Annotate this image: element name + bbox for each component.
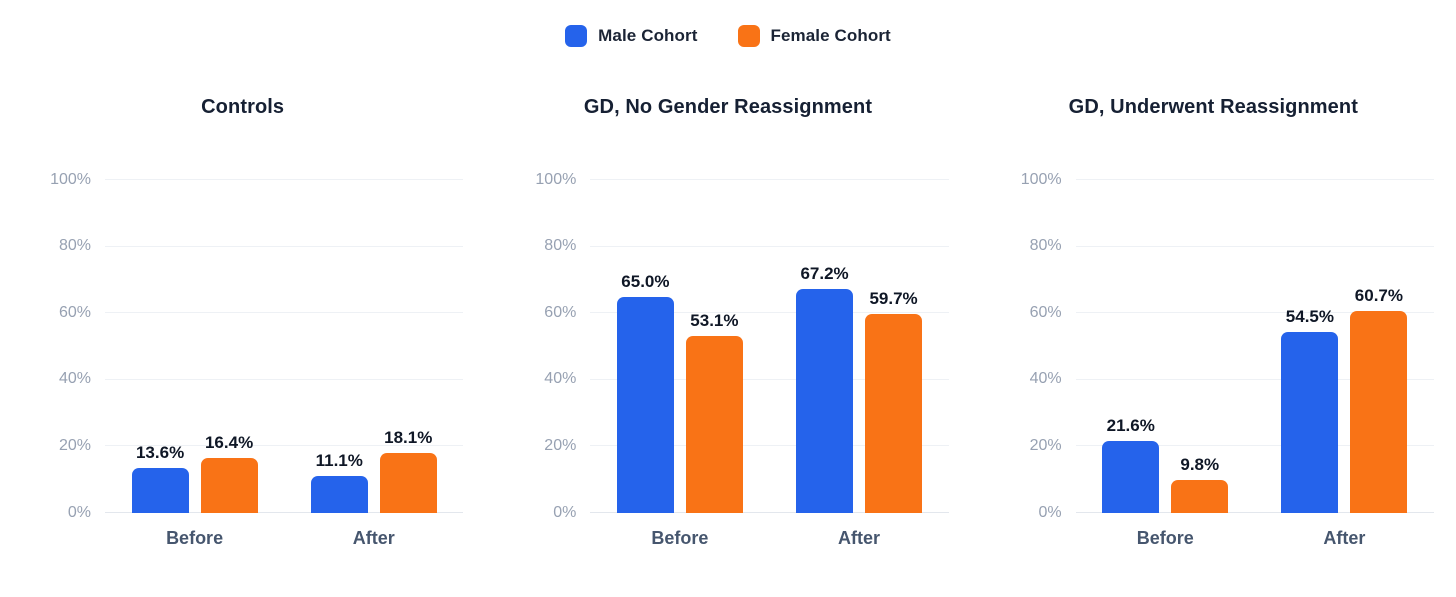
x-axis-labels: Before After: [590, 528, 948, 549]
x-category-label: Before: [166, 528, 224, 548]
gridline: 80%: [544, 237, 949, 254]
value-label: 21.6%: [1106, 416, 1155, 436]
value-label: 18.1%: [384, 427, 433, 447]
gridline: 100%: [535, 171, 949, 188]
female-cohort-swatch-icon: [737, 25, 760, 47]
bar-male-cohort: 65.0%: [616, 272, 674, 513]
gridline: 100%: [1021, 171, 1434, 188]
bar-female-cohort: 60.7%: [1350, 286, 1408, 513]
bar-male-cohort: 67.2%: [796, 264, 854, 513]
y-tick-label: 100%: [535, 170, 577, 188]
bar-group-before: 13.6% 16.4%: [105, 180, 284, 513]
value-label: 53.1%: [690, 311, 739, 331]
gridline: 60%: [544, 304, 949, 321]
gridline: 0%: [1039, 504, 1434, 521]
gridline: 80%: [1030, 237, 1434, 254]
value-label: 60.7%: [1354, 285, 1403, 305]
legend: Male Cohort Female Cohort: [0, 0, 1456, 47]
gridline: 0%: [68, 504, 464, 521]
y-tick-label: 40%: [1029, 370, 1062, 388]
x-category-label: After: [1323, 528, 1366, 548]
charts-row: Controls 0% 20% 40% 60% 80% 100% 13.6% 16.4% 11.…: [0, 96, 1456, 549]
legend-label-female-cohort: Female Cohort: [770, 26, 891, 45]
y-tick-label: 20%: [1029, 436, 1062, 454]
y-tick-label: 80%: [58, 237, 91, 255]
chart-title: Controls: [201, 96, 285, 118]
gridline: 60%: [59, 304, 464, 321]
y-tick-label: 20%: [544, 436, 577, 454]
bar-female-cohort: 16.4%: [200, 433, 258, 513]
chart-panel: Controls 0% 20% 40% 60% 80% 100% 13.6% 16.4% 11.…: [0, 96, 485, 549]
gridline: 80%: [59, 237, 464, 254]
bar-male-cohort: 54.5%: [1281, 307, 1339, 513]
value-label: 16.4%: [204, 433, 254, 453]
bar-male-cohort: 21.6%: [1102, 416, 1160, 513]
value-label: 11.1%: [315, 451, 363, 471]
bar-male-cohort: 13.6%: [131, 443, 189, 513]
y-tick-label: 60%: [1029, 303, 1062, 321]
gridline: 60%: [1030, 304, 1434, 321]
bar-female-cohort: 9.8%: [1171, 455, 1229, 513]
bar-group-before: 21.6% 9.8%: [1076, 180, 1255, 513]
plot-area: 0% 20% 40% 60% 80% 100% 21.6% 9.8% 54.5% 60.7%: [1021, 171, 1434, 521]
x-category-label: Before: [651, 528, 709, 548]
value-label: 9.8%: [1180, 455, 1220, 475]
gridline: 40%: [1030, 370, 1434, 387]
bar-male-cohort: 11.1%: [310, 451, 368, 513]
x-category-label: Before: [1136, 528, 1194, 548]
gridline: 0%: [553, 504, 949, 521]
value-label: 13.6%: [135, 442, 185, 462]
x-axis-labels: Before After: [105, 528, 463, 549]
y-tick-label: 40%: [58, 370, 91, 388]
bar-female-cohort: 53.1%: [685, 311, 743, 513]
gridline: 20%: [59, 437, 464, 454]
y-tick-label: 100%: [50, 170, 91, 188]
chart-title: GD, Underwent Reassignment: [1068, 96, 1358, 118]
value-label: 54.5%: [1285, 306, 1334, 326]
y-tick-label: 80%: [544, 237, 577, 255]
bar-group-after: 67.2% 59.7%: [769, 180, 948, 513]
value-label: 65.0%: [621, 271, 670, 291]
y-tick-label: 0%: [67, 503, 91, 521]
plot-area: 0% 20% 40% 60% 80% 100% 65.0% 53.1% 67.2% 59.7%: [535, 171, 949, 521]
gridline: 40%: [59, 370, 464, 387]
value-label: 59.7%: [869, 289, 918, 309]
bar-group-after: 11.1% 18.1%: [284, 180, 463, 513]
gridline: 100%: [50, 171, 464, 188]
chart-title: GD, No Gender Reassignment: [583, 96, 873, 118]
legend-label-male-cohort: Male Cohort: [598, 26, 698, 45]
x-category-label: After: [352, 528, 395, 548]
male-cohort-swatch-icon: [565, 25, 588, 47]
chart-panel: GD, Underwent Reassignment 0% 20% 40% 60% 80…: [971, 96, 1456, 549]
bar-group-after: 54.5% 60.7%: [1255, 180, 1434, 513]
y-tick-label: 60%: [544, 303, 577, 321]
bar-female-cohort: 59.7%: [865, 289, 923, 513]
gridline: 20%: [544, 437, 949, 454]
y-tick-label: 0%: [553, 503, 577, 521]
y-tick-label: 100%: [1020, 170, 1062, 188]
bar-female-cohort: 18.1%: [379, 428, 437, 513]
x-axis-labels: Before After: [1076, 528, 1434, 549]
x-category-label: After: [838, 528, 881, 548]
legend-item-female-cohort: Female Cohort: [737, 25, 891, 47]
plot-area: 0% 20% 40% 60% 80% 100% 13.6% 16.4% 11.1% 18.1%: [50, 171, 464, 521]
y-tick-label: 20%: [58, 436, 91, 454]
bar-group-before: 65.0% 53.1%: [590, 180, 769, 513]
y-tick-label: 0%: [1038, 503, 1062, 521]
y-tick-label: 40%: [544, 370, 577, 388]
y-tick-label: 60%: [58, 303, 91, 321]
gridline: 20%: [1030, 437, 1434, 454]
legend-item-male-cohort: Male Cohort: [565, 25, 697, 47]
value-label: 67.2%: [800, 264, 849, 284]
gridline: 40%: [544, 370, 949, 387]
chart-panel: GD, No Gender Reassignment 0% 20% 40% 60% 80…: [485, 96, 970, 549]
y-tick-label: 80%: [1029, 237, 1062, 255]
